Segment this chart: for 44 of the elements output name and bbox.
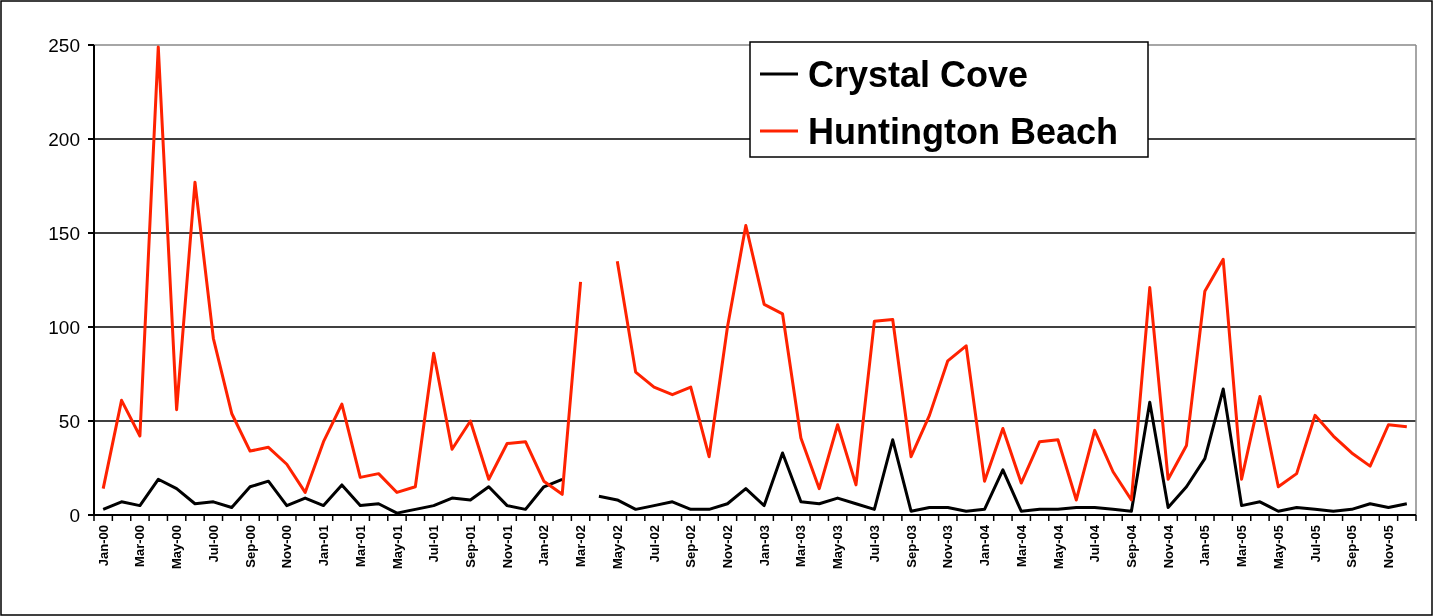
x-tick-label: Mar-00 — [132, 525, 148, 567]
x-tick-label: Sep-02 — [683, 525, 699, 568]
x-tick-label: Jan-01 — [316, 525, 332, 567]
x-tick-label: Jan-00 — [95, 525, 111, 567]
x-tick-label: Jul-02 — [646, 525, 662, 563]
x-tick-label: Jan-05 — [1197, 525, 1213, 567]
x-tick-label: Nov-04 — [1160, 524, 1176, 569]
x-tick-label: May-04 — [1050, 524, 1066, 570]
x-tick-label: Sep-01 — [462, 525, 478, 568]
x-tick-label: Mar-02 — [573, 525, 589, 567]
x-tick-label: Sep-05 — [1344, 525, 1360, 568]
x-tick-label: Nov-05 — [1381, 525, 1397, 569]
y-tick-label: 50 — [58, 410, 80, 432]
y-tick-label: 0 — [69, 504, 80, 526]
y-tick-label: 200 — [48, 128, 80, 150]
x-tick-label: Jul-04 — [1087, 524, 1103, 563]
x-tick-label: Jan-03 — [756, 525, 772, 567]
x-tick-label: Mar-01 — [352, 525, 368, 567]
x-tick-label: May-03 — [830, 525, 846, 570]
x-tick-label: Nov-03 — [940, 525, 956, 569]
legend-label: Crystal Cove — [808, 53, 1029, 95]
x-tick-label: Jul-05 — [1307, 525, 1323, 563]
x-tick-label: Jan-02 — [536, 525, 552, 567]
x-tick-label: Mar-03 — [793, 525, 809, 567]
x-tick-label: Sep-04 — [1123, 524, 1139, 568]
x-tick-label: May-01 — [389, 525, 405, 570]
legend-label: Huntington Beach — [808, 110, 1118, 152]
x-tick-label: Mar-05 — [1234, 525, 1250, 567]
x-tick-label: Jul-03 — [866, 525, 882, 563]
x-tick-label: Jul-00 — [205, 525, 221, 563]
x-tick-label: Sep-03 — [903, 525, 919, 568]
x-tick-label: Nov-01 — [499, 525, 515, 569]
y-tick-label: 150 — [48, 222, 80, 244]
x-tick-label: May-05 — [1270, 525, 1286, 570]
y-tick-label: 100 — [48, 316, 80, 338]
x-tick-label: May-02 — [609, 525, 625, 570]
x-tick-label: Sep-00 — [242, 525, 258, 568]
x-tick-label: Jan-04 — [977, 524, 993, 567]
x-tick-label: Mar-04 — [1013, 524, 1029, 567]
y-tick-label: 250 — [48, 34, 80, 56]
x-tick-label: Nov-02 — [720, 525, 736, 569]
x-tick-label: Jul-01 — [426, 525, 442, 563]
x-tick-label: Nov-00 — [279, 525, 295, 569]
x-tick-label: May-00 — [169, 525, 185, 570]
